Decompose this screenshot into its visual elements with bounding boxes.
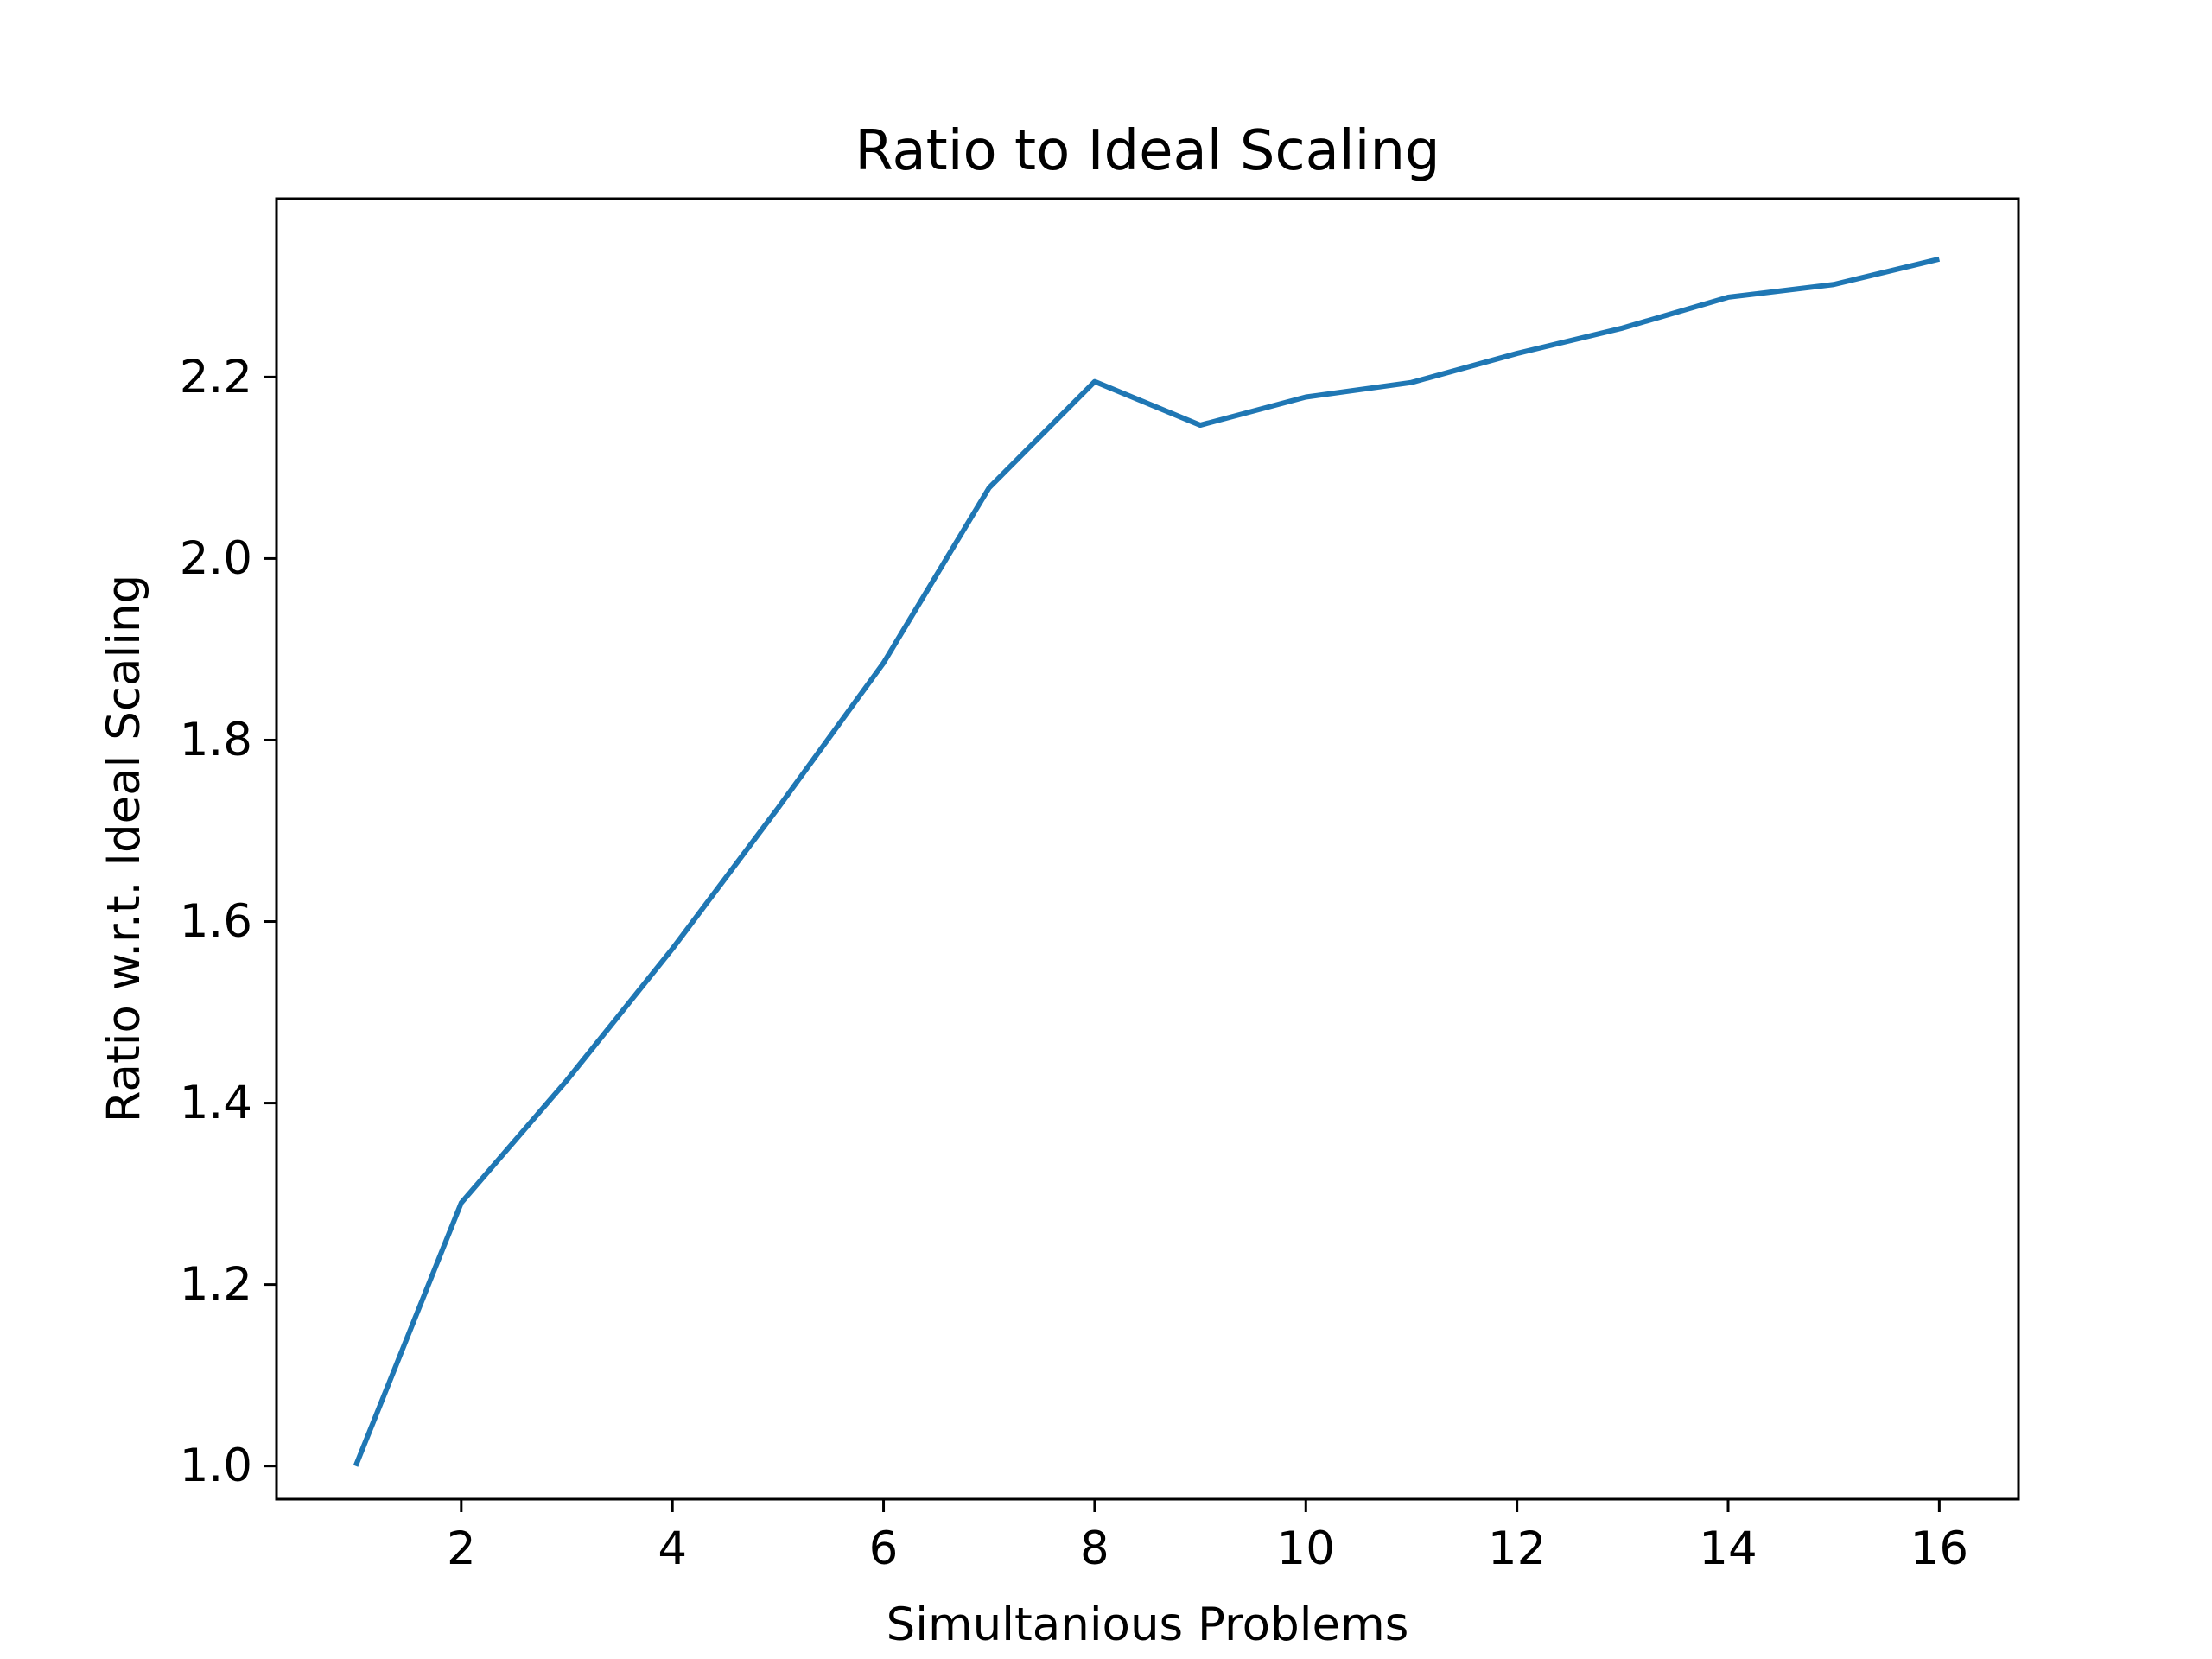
y-tick-label: 1.2	[180, 1258, 252, 1311]
series-line	[353, 256, 1941, 1467]
y-tick-label: 2.2	[180, 351, 252, 404]
x-tick-label: 12	[1488, 1522, 1546, 1575]
y-axis-label: Ratio w.r.t. Ideal Scaling	[98, 575, 150, 1122]
y-tick-label: 1.6	[180, 895, 252, 948]
x-tick-label: 10	[1277, 1522, 1335, 1575]
x-tick-label: 6	[869, 1522, 899, 1575]
y-axis-ticks: 1.0 1.2 1.4 1.6 1.8 2.0 2.2	[180, 351, 276, 1492]
y-tick-label: 1.4	[180, 1077, 252, 1129]
chart-title: Ratio to Ideal Scaling	[855, 119, 1440, 183]
x-tick-label: 16	[1910, 1522, 1968, 1575]
y-tick-label: 1.0	[180, 1440, 252, 1492]
x-tick-label: 4	[658, 1522, 687, 1575]
x-tick-label: 2	[447, 1522, 476, 1575]
x-tick-label: 14	[1699, 1522, 1757, 1575]
x-tick-label: 8	[1080, 1522, 1109, 1575]
y-tick-label: 2.0	[180, 532, 252, 585]
plot-frame	[275, 197, 2020, 1501]
plot-area-background	[276, 199, 2018, 1499]
x-axis-label: Simultanious Problems	[887, 1599, 1409, 1651]
y-tick-label: 1.8	[180, 714, 252, 766]
x-axis-ticks: 2 4 6 8 10 12 14 16	[447, 1499, 1968, 1575]
